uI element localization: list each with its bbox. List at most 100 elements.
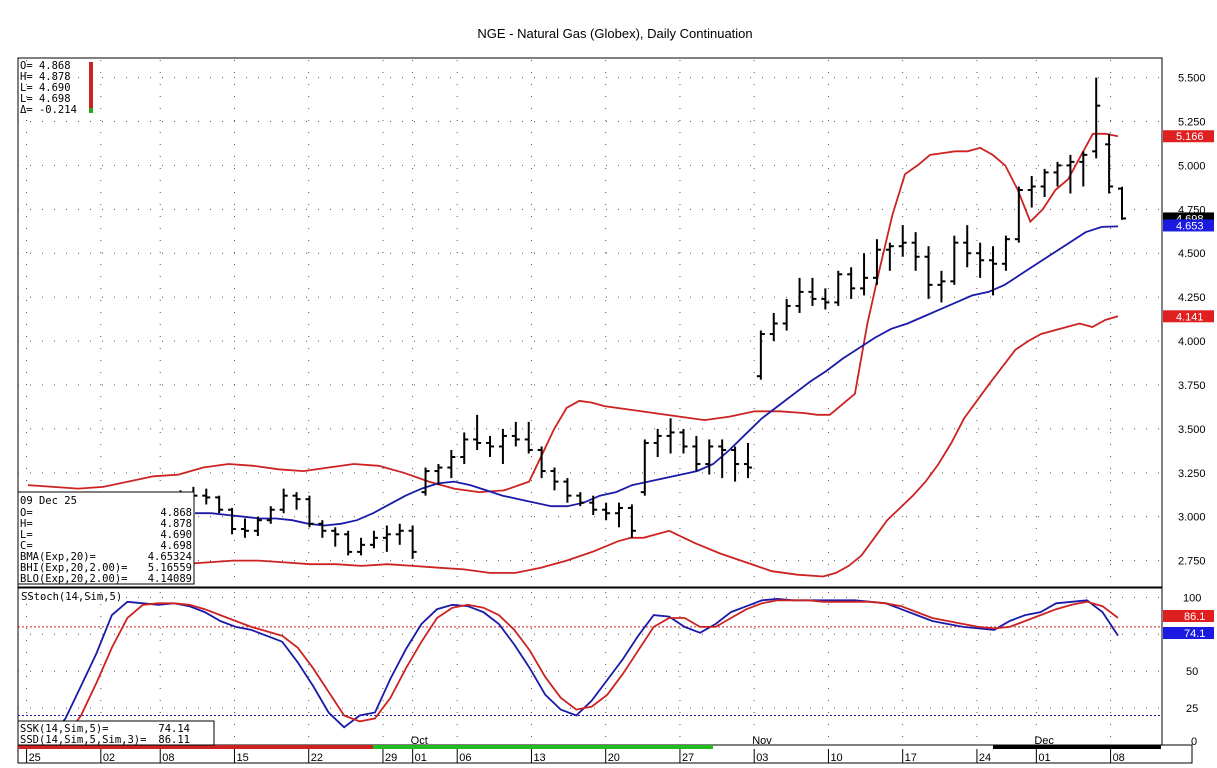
ohlc-bar	[898, 225, 907, 257]
ohlc-bar	[460, 432, 469, 465]
price-tick-label: 3.250	[1178, 468, 1206, 480]
stoch-badge-label: 74.1	[1184, 628, 1205, 640]
price-tick-label: 4.000	[1178, 336, 1206, 348]
ohlc-bar	[279, 488, 288, 514]
ohlc-bar	[550, 467, 559, 491]
time-tick-label: 17	[905, 752, 917, 764]
price-tick-label: 3.000	[1178, 512, 1206, 524]
stoch-badge	[1163, 627, 1214, 639]
data-window-label: L=	[20, 529, 33, 541]
ohlc-bar	[344, 530, 353, 556]
legend-color-bar	[89, 62, 93, 113]
ohlc-bar	[1001, 235, 1010, 271]
stoch-tick-label: 0	[1191, 736, 1197, 748]
ohlc-bar	[1040, 168, 1049, 198]
stoch-readout-label: SSK(14,Sim,5)=	[20, 723, 109, 735]
time-tick-label: 22	[311, 752, 323, 764]
data-window-value: 4.868	[160, 507, 192, 519]
month-label: Dec	[1034, 735, 1054, 747]
time-tick-label: 13	[533, 752, 545, 764]
ohlc-bar	[253, 516, 262, 537]
axis-labels: 2.750 3.000 3.250 3.500 3.750 4.000 4.250 4.500…	[26, 73, 1206, 764]
ohlc-bar	[498, 428, 507, 465]
time-tick-label: 08	[1113, 752, 1125, 764]
time-tick-label: 29	[385, 752, 397, 764]
time-tick-label: 02	[103, 752, 115, 764]
ohlc-bar	[408, 525, 417, 559]
ohlc-bar	[292, 492, 301, 510]
ohlc-legend-line: O= 4.868	[20, 60, 71, 72]
ohlc-bar	[331, 527, 340, 547]
price-badge	[1163, 219, 1214, 232]
stoch-d-line	[49, 599, 1119, 746]
ohlc-bar	[692, 435, 701, 472]
ohlc-legend-line: Δ= -0.214	[20, 104, 77, 116]
price-badge	[1163, 130, 1214, 143]
ohlc-bar	[756, 330, 765, 380]
ohlc-bar	[989, 246, 998, 296]
ohlc-bar	[1027, 175, 1036, 208]
axis-strip-green	[373, 745, 713, 749]
ohlc-bar	[937, 270, 946, 303]
ohlc-legend-line: H= 4.878	[20, 71, 71, 83]
ohlc-bar	[305, 495, 314, 528]
time-tick-label: 08	[162, 752, 174, 764]
ohlc-bar	[653, 428, 662, 458]
data-window-value: 4.698	[160, 540, 192, 552]
data-window-value: 4.65324	[148, 551, 192, 563]
middle-bollinger-band	[195, 225, 1119, 527]
stoch-title: SStoch(14,Sim,5)	[21, 591, 122, 603]
price-panel-frame	[17, 57, 1163, 588]
ohlc-bar	[589, 495, 598, 515]
ohlc-bar	[782, 298, 791, 331]
ohlc-bar	[1014, 186, 1023, 243]
ohlc-bar	[602, 502, 611, 521]
data-window-label: C=	[20, 540, 33, 552]
data-window-value: 5.16559	[148, 562, 192, 574]
upper-bollinger-band	[27, 132, 1119, 494]
month-label: Nov	[752, 735, 772, 747]
ohlc-bar	[795, 277, 804, 313]
legend-color-bar-green	[89, 108, 93, 113]
ohlc-bar	[486, 435, 495, 458]
ohlc-bar	[202, 488, 211, 505]
ohlc-bar	[950, 235, 959, 285]
ohlc-bar	[1053, 161, 1062, 187]
ohlc-bar	[705, 439, 714, 475]
price-badge-label: 4.141	[1176, 311, 1204, 323]
ohlc-bar	[963, 225, 972, 268]
time-tick-label: 01	[1038, 752, 1050, 764]
ohlc-bar	[627, 504, 636, 538]
ohlc-bar	[240, 518, 249, 538]
ohlc-bar	[769, 312, 778, 342]
ohlc-bar	[821, 288, 830, 310]
time-tick-label: 15	[236, 752, 248, 764]
data-window	[17, 491, 195, 585]
ohlc-bar	[731, 446, 740, 482]
ohlc-bar	[743, 442, 752, 479]
ohlc-bar	[640, 439, 649, 496]
ohlc-bar	[860, 253, 869, 296]
data-window-label: BMA(Exp,20)=	[20, 551, 96, 563]
time-tick-label: 20	[608, 752, 620, 764]
stoch-tick-label: 50	[1186, 666, 1198, 678]
data-window-label: BHI(Exp,20,2.00)=	[20, 562, 127, 574]
data-window-value: 4.14089	[148, 573, 192, 585]
time-tick-label: 01	[415, 752, 427, 764]
ohlc-bar	[395, 523, 404, 545]
ohlc-bar	[228, 507, 237, 535]
ohlc-bar	[318, 520, 327, 538]
data-window-label: O=	[20, 507, 33, 519]
data-window-value: 4.690	[160, 529, 192, 541]
ohlc-bar	[537, 446, 546, 479]
time-tick-label: 27	[682, 752, 694, 764]
time-tick-label: 06	[459, 752, 471, 764]
axis-strip-black	[993, 745, 1161, 749]
bollinger-bands	[27, 132, 1119, 578]
ohlc-bar	[847, 267, 856, 299]
ohlc-bar	[421, 467, 430, 496]
chart-frames	[17, 57, 1193, 764]
ohlc-bar	[1092, 77, 1101, 159]
